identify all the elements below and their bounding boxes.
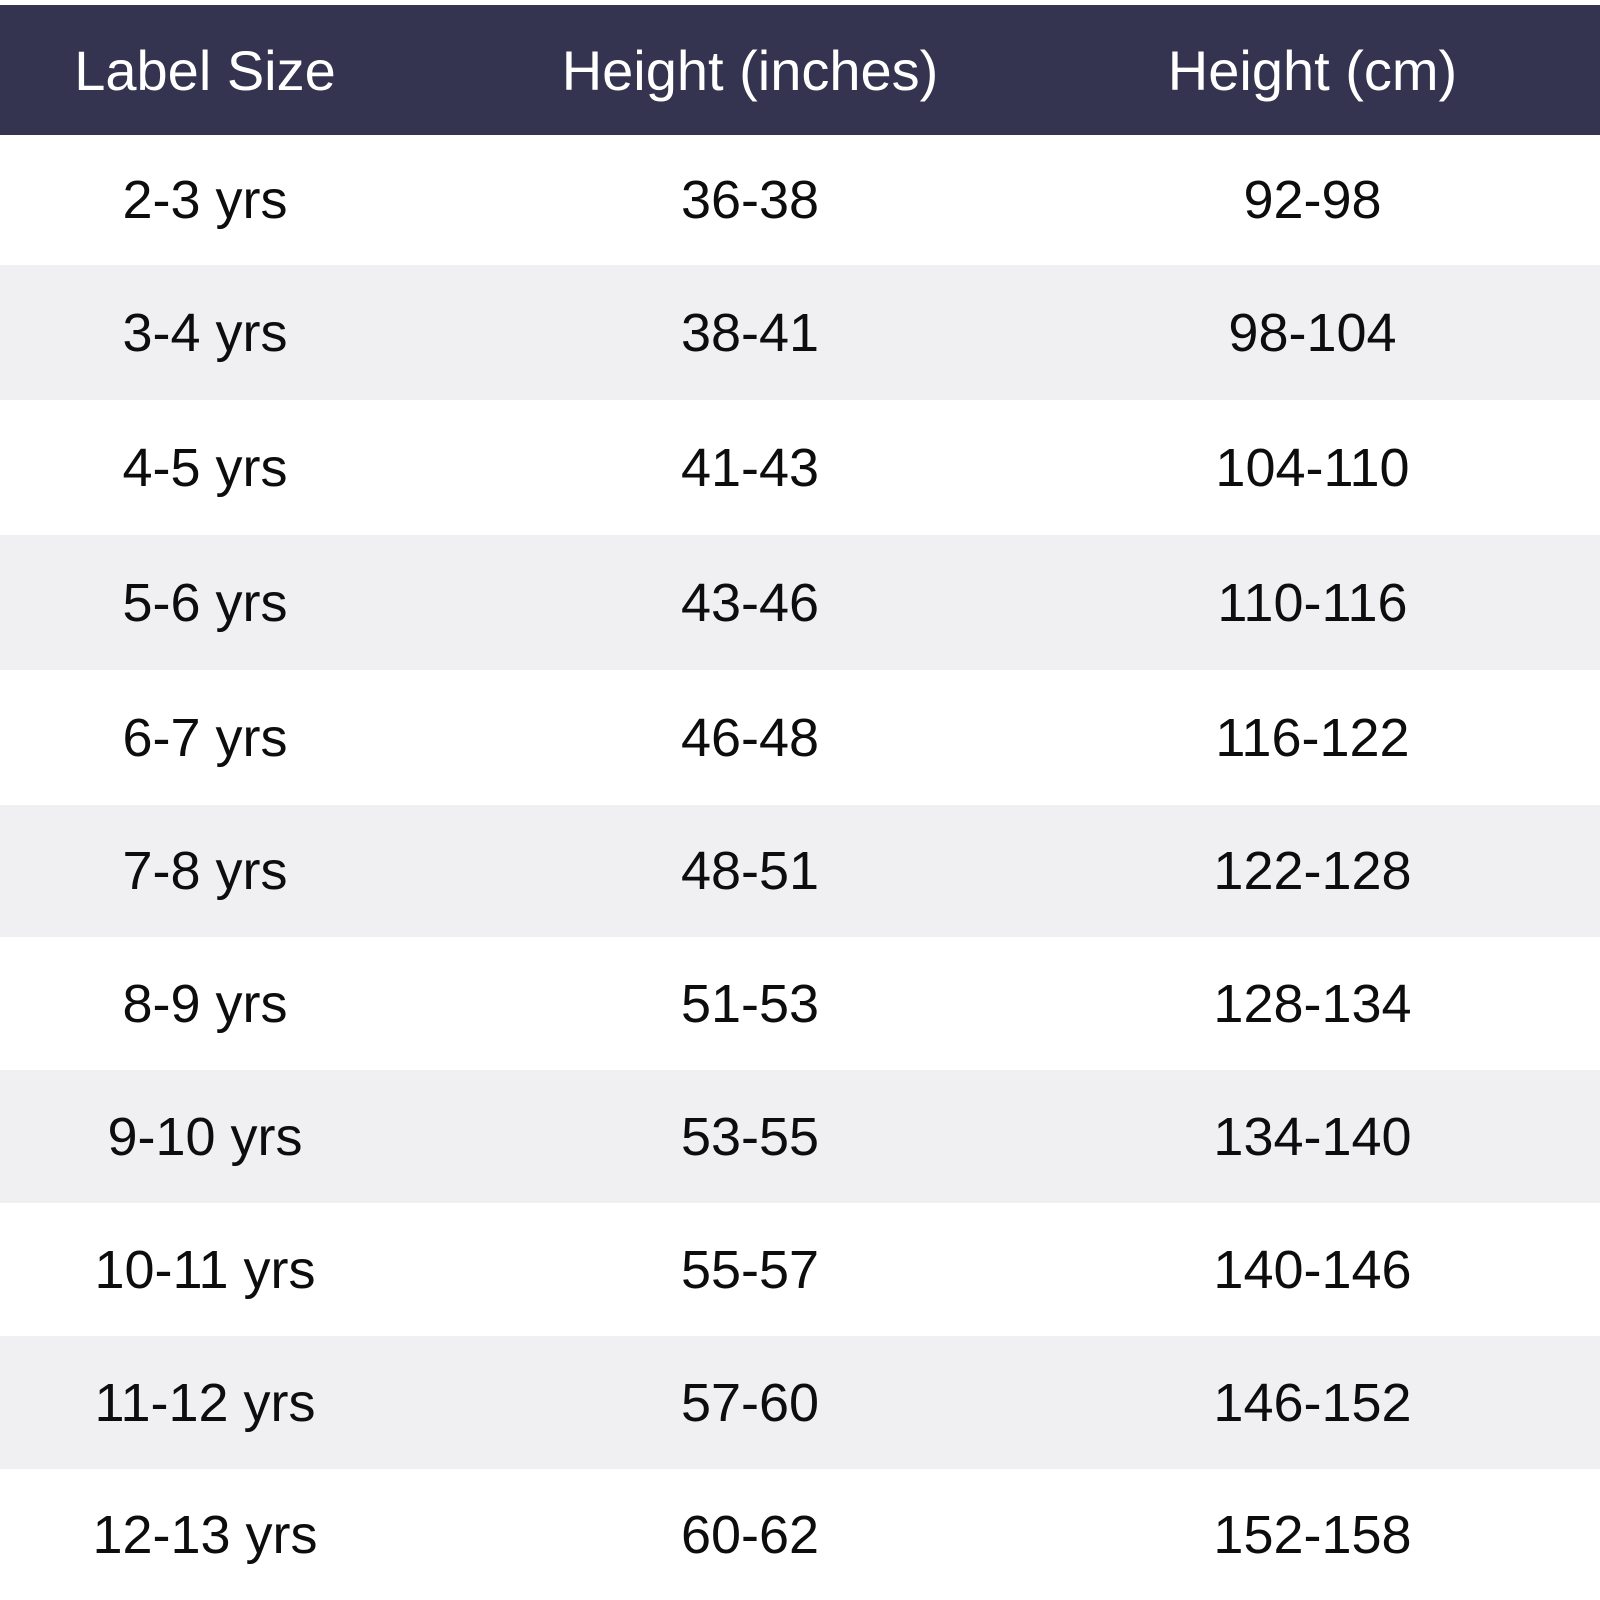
- cell-label-size: 4-5 yrs: [122, 437, 288, 498]
- cell-label-size: 6-7 yrs: [122, 707, 288, 768]
- cell-height-inches: 48-51: [680, 841, 820, 901]
- cell-height-cm: 146-152: [1213, 1372, 1412, 1433]
- cell-label-size: 9-10 yrs: [107, 1106, 303, 1167]
- table-row: 9-10 yrs 53-55 134-140: [0, 1070, 1600, 1203]
- cell-label-size: 12-13 yrs: [92, 1504, 318, 1565]
- cell-label-size: 3-4 yrs: [122, 302, 288, 363]
- cell-height-cm: 152-158: [1213, 1504, 1412, 1565]
- cell-height-inches: 41-43: [680, 437, 820, 498]
- cell-label-size: 8-9 yrs: [122, 973, 288, 1034]
- cell-height-inches: 55-57: [680, 1239, 820, 1300]
- cell-label-size: 11-12 yrs: [94, 1372, 316, 1433]
- cell-height-cm: 122-128: [1213, 841, 1412, 901]
- cell-height-cm: 92-98: [1243, 170, 1382, 230]
- cell-height-cm: 140-146: [1213, 1239, 1412, 1300]
- table-header-row: Label Size Height (inches) Height (cm): [0, 5, 1600, 135]
- table-row: 4-5 yrs 41-43 104-110: [0, 400, 1600, 535]
- table-row: 12-13 yrs 60-62 152-158: [0, 1469, 1600, 1600]
- header-height-cm: Height (cm): [1167, 38, 1458, 102]
- cell-height-inches: 57-60: [680, 1372, 820, 1433]
- header-height-inches: Height (inches): [561, 38, 939, 102]
- cell-height-cm: 128-134: [1213, 973, 1412, 1034]
- header-label-size: Label Size: [74, 38, 336, 102]
- table-row: 5-6 yrs 43-46 110-116: [0, 535, 1600, 670]
- table-row: 3-4 yrs 38-41 98-104: [0, 265, 1600, 400]
- cell-height-inches: 51-53: [680, 973, 820, 1034]
- cell-height-cm: 98-104: [1228, 302, 1397, 363]
- cell-height-inches: 60-62: [680, 1504, 820, 1565]
- table-row: 8-9 yrs 51-53 128-134: [0, 937, 1600, 1070]
- table-row: 2-3 yrs 36-38 92-98: [0, 135, 1600, 265]
- cell-height-inches: 46-48: [680, 707, 820, 768]
- cell-height-inches: 53-55: [680, 1106, 820, 1167]
- cell-label-size: 10-11 yrs: [94, 1239, 316, 1300]
- table-row: 7-8 yrs 48-51 122-128: [0, 805, 1600, 937]
- table-row: 10-11 yrs 55-57 140-146: [0, 1203, 1600, 1336]
- cell-height-cm: 104-110: [1215, 437, 1410, 498]
- cell-height-cm: 110-116: [1217, 572, 1408, 633]
- cell-label-size: 7-8 yrs: [122, 841, 288, 901]
- table-row: 11-12 yrs 57-60 146-152: [0, 1336, 1600, 1469]
- table-row: 6-7 yrs 46-48 116-122: [0, 670, 1600, 805]
- cell-height-inches: 38-41: [680, 302, 820, 363]
- cell-height-cm: 134-140: [1213, 1106, 1412, 1167]
- cell-height-cm: 116-122: [1215, 707, 1410, 768]
- cell-label-size: 2-3 yrs: [122, 170, 288, 230]
- cell-height-inches: 43-46: [680, 572, 820, 633]
- cell-label-size: 5-6 yrs: [122, 572, 288, 633]
- cell-height-inches: 36-38: [680, 170, 820, 230]
